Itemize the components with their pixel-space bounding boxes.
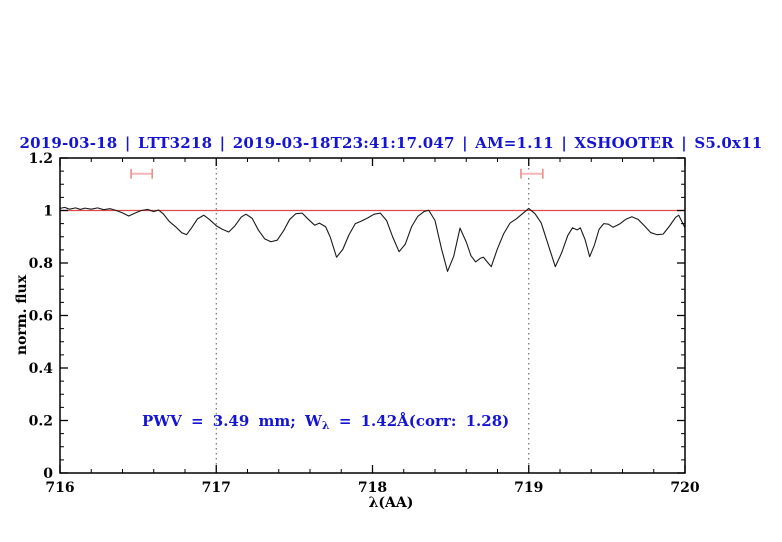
y-tick-label: 1.2 (29, 151, 53, 167)
y-tick-label: 1 (43, 204, 53, 220)
pwv-annotation-prefix: PWV = 3.49 mm; W (142, 412, 322, 430)
x-tick-label: 717 (202, 480, 231, 496)
y-axis-label: norm. flux (14, 274, 30, 356)
x-tick-label: 719 (514, 480, 543, 496)
plot-title: 2019-03-18 | LTT3218 | 2019-03-18T23:41:… (19, 134, 763, 152)
pwv-annotation-suffix: = 1.42Å(corr: 1.28) (329, 412, 510, 430)
x-axis-label: λ(AA) (368, 495, 414, 511)
y-tick-label: 0.8 (29, 256, 53, 272)
x-tick-label: 720 (670, 480, 699, 496)
y-tick-label: 0.6 (29, 309, 53, 325)
x-tick-label: 718 (358, 480, 387, 496)
y-tick-label: 0.4 (29, 361, 54, 377)
pwv-annotation: PWV = 3.49 mm; Wλ = 1.42Å(corr: 1.28) (142, 412, 510, 432)
pwv-annotation-lambda-subscript: λ (321, 419, 330, 432)
y-tick-label: 0.2 (29, 414, 53, 430)
x-tick-label: 716 (45, 480, 74, 496)
spectrum-line (59, 206, 686, 272)
y-tick-label: 0 (43, 466, 53, 482)
